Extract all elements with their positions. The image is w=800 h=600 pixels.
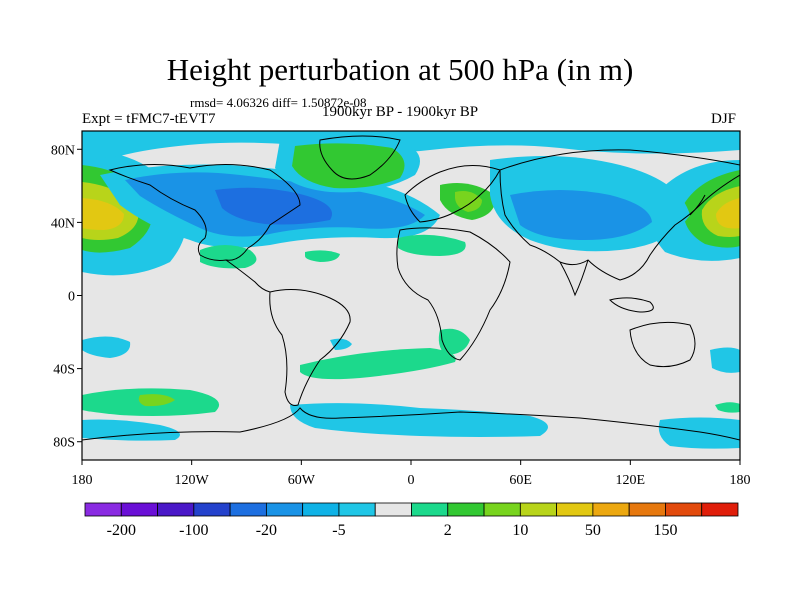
colorbar-label: 2 <box>444 522 452 539</box>
contour-sh-green-4 <box>715 402 740 413</box>
colorbar-swatch <box>665 502 703 517</box>
colorbar-swatch <box>447 502 485 517</box>
colorbar-swatch <box>265 502 304 517</box>
lon-label: 180 <box>72 473 93 488</box>
coast-antarctica <box>82 407 740 441</box>
contour-sh-cyan-2 <box>330 338 352 350</box>
contour-fields <box>82 131 740 449</box>
colorbar-swatch <box>120 502 158 517</box>
colorbar-swatch <box>229 502 267 517</box>
coast-australia <box>629 321 696 368</box>
contour-sh-cyan-1 <box>82 336 131 358</box>
contour-arctic-cyan <box>82 131 740 160</box>
colorbar-swatch <box>701 502 739 517</box>
contour-tropics-green-2 <box>398 234 466 256</box>
lon-label: 120W <box>175 473 210 488</box>
lat-label: 40S <box>53 363 75 378</box>
contour-europe-lime <box>455 191 482 212</box>
colorbar-label: 50 <box>585 522 601 539</box>
contour-sh-cyan-4 <box>290 403 548 437</box>
contour-sh-cyan-5 <box>658 417 740 449</box>
experiment-label: Expt = tFMC7-tEVT7 <box>82 111 216 127</box>
contour-sh-cyan-6 <box>710 347 740 373</box>
lon-label: 60E <box>509 473 532 488</box>
lat-label: 80S <box>53 436 75 451</box>
lat-label: 80N <box>51 143 75 158</box>
coast-japan <box>689 194 706 216</box>
colorbar-swatch <box>302 502 340 517</box>
contour-greenland-green <box>292 143 405 189</box>
colorbar-swatch <box>556 502 594 517</box>
colorbar-label: 150 <box>653 522 677 539</box>
colorbar-swatch <box>483 502 521 517</box>
colorbar-swatch <box>519 502 558 517</box>
coast-central-america <box>225 259 271 293</box>
lon-label: 0 <box>408 473 415 488</box>
colorbar-swatch <box>411 502 449 517</box>
coast-se-asia-islands <box>609 297 654 313</box>
colorbar-label: 10 <box>512 522 528 539</box>
longitude-axis: 180 120W 60W 0 60E 120E 180 <box>72 460 751 488</box>
coast-africa <box>396 227 511 361</box>
season-label: DJF <box>711 111 737 127</box>
contour-sh-green-2 <box>438 328 470 355</box>
lon-label: 120E <box>616 473 646 488</box>
contour-sh-cyan-3 <box>82 419 180 441</box>
lat-label: 40N <box>51 216 75 231</box>
colorbar-swatch <box>592 502 630 517</box>
contour-pacific-east-gold <box>716 198 740 229</box>
coastlines <box>82 135 740 441</box>
colorbar-label: -20 <box>256 522 277 539</box>
colorbar-swatch <box>374 502 412 517</box>
latitude-axis: 80N 40N 0 40S 80S <box>51 143 82 451</box>
contour-eurasia-blue <box>510 190 652 240</box>
lon-label: 60W <box>288 473 316 488</box>
colorbar-swatch <box>338 502 376 517</box>
coast-asia <box>499 149 740 281</box>
contour-tropics-green-1 <box>200 245 257 269</box>
colorbar-swatch <box>628 502 666 517</box>
colorbar: -200 -100 -20 -5 2 10 50 150 <box>84 502 739 539</box>
period-label: 1900kyr BP - 1900kyr BP <box>322 104 479 120</box>
colorbar-swatch <box>157 502 195 517</box>
coast-europe <box>404 165 501 223</box>
colorbar-label: -200 <box>107 522 136 539</box>
stats-line: rmsd= 4.06326 diff= 1.50872e-08 <box>190 95 367 110</box>
coast-south-america <box>269 289 351 406</box>
contour-na-atlantic-darkblue <box>215 187 332 225</box>
coast-greenland <box>319 135 401 180</box>
coast-india <box>559 259 589 297</box>
colorbar-label: -100 <box>179 522 208 539</box>
lon-label: 180 <box>730 473 751 488</box>
colorbar-swatch <box>193 502 231 517</box>
contour-sh-green-1 <box>300 348 456 380</box>
contour-tropics-green-3 <box>305 250 340 262</box>
colorbar-swatch <box>84 502 122 517</box>
contour-sh-lime-1 <box>138 394 175 407</box>
contour-pacific-gold <box>82 198 124 230</box>
map-title: Height perturbation at 500 hPa (in m) <box>166 52 634 87</box>
coast-north-america <box>108 163 301 261</box>
lat-label: 0 <box>68 290 75 305</box>
colorbar-label: -5 <box>332 522 345 539</box>
